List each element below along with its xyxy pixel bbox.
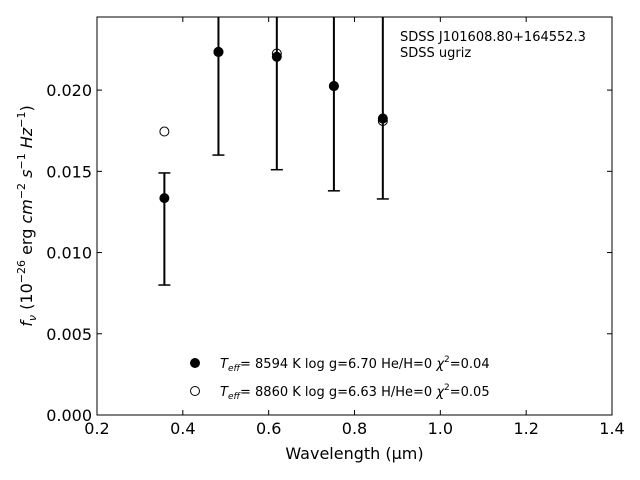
x-tick-label: 1.0 <box>428 419 453 438</box>
plot-frame <box>96 16 613 416</box>
y-axis-label: fν (10−26 erg cm−2 s−1 Hz−1) <box>15 105 39 326</box>
y-tick-label: 0.015 <box>46 162 92 181</box>
y-tick-label: 0.000 <box>46 406 92 425</box>
data-point-filled <box>271 51 282 62</box>
x-tick-label: 0.6 <box>256 419 281 438</box>
legend-marker-open <box>190 386 200 396</box>
data-point-open <box>159 126 170 137</box>
x-tick-label: 1.2 <box>513 419 538 438</box>
x-tick-label: 0.2 <box>84 419 109 438</box>
x-tick-label: 0.4 <box>170 419 195 438</box>
legend-marker-filled <box>190 358 200 368</box>
axis-ticks: 0.2 0.4 0.6 0.8 1.0 1.2 1.4 0.000 0.005 0.010 0.01… <box>46 17 625 438</box>
svg-text:fν (10−26 erg cm−2 s−1 Hz−1): fν (10−26 erg cm−2 s−1 Hz−1) <box>15 105 39 326</box>
data-point-open <box>328 81 339 92</box>
data-point-open <box>271 48 282 59</box>
data-point-open <box>377 115 388 126</box>
data-markers <box>159 46 388 204</box>
x-axis-label: Wavelength (μm) <box>285 444 423 463</box>
x-tick-label: 0.8 <box>342 419 367 438</box>
data-point-open <box>213 46 224 57</box>
data-point-filled <box>377 113 388 124</box>
y-tick-label: 0.005 <box>46 325 92 344</box>
data-point-filled <box>159 193 170 204</box>
y-tick-label: 0.020 <box>46 81 92 100</box>
annotation-object-name: SDSS J101608.80+164552.3 <box>400 30 586 45</box>
legend: Teff= 8594 K log g=6.70 He/H=0 χ2=0.04 T… <box>190 355 490 402</box>
legend-entry-2: Teff= 8860 K log g=6.63 H/He=0 χ2=0.05 <box>220 383 490 402</box>
legend-entry-1: Teff= 8594 K log g=6.70 He/H=0 χ2=0.04 <box>220 355 490 374</box>
y-tick-label: 0.010 <box>46 244 92 263</box>
annotation-photometry: SDSS ugriz <box>400 46 471 61</box>
x-tick-label: 1.4 <box>599 419 624 438</box>
error-bars <box>158 17 389 286</box>
